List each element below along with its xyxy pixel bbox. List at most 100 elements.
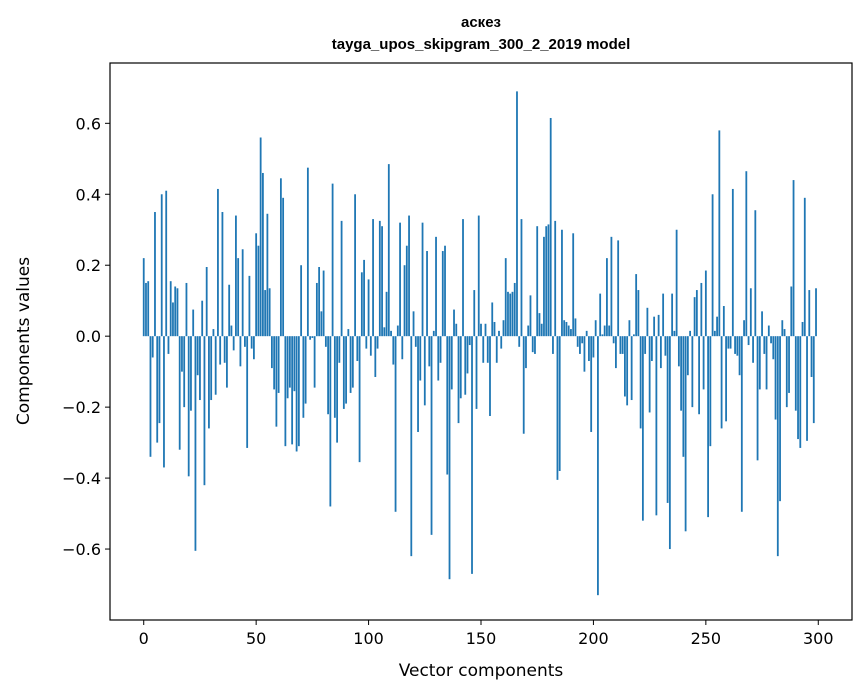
bar-21	[190, 336, 192, 411]
bar-204	[601, 334, 604, 337]
bar-299	[815, 288, 817, 337]
bar-100	[367, 279, 370, 337]
bar-269	[747, 336, 750, 346]
bar-176	[538, 313, 541, 337]
bar-165	[513, 282, 516, 337]
bar-230	[659, 336, 662, 369]
bar-203	[599, 293, 602, 337]
bar-193	[576, 336, 579, 347]
y-tick-label: −0.4	[62, 469, 101, 488]
bar-105	[378, 220, 381, 337]
bar-35	[221, 212, 224, 337]
bar-292	[799, 336, 802, 448]
bar-149	[477, 215, 480, 337]
bar-277	[765, 336, 768, 390]
bar-37	[226, 336, 228, 388]
bar-130	[435, 236, 437, 337]
bar-78	[318, 267, 321, 337]
bar-42	[237, 258, 240, 337]
bar-221	[639, 336, 642, 429]
bar-198	[588, 336, 590, 362]
bar-159	[500, 336, 503, 349]
bar-98	[363, 259, 365, 337]
bar-173	[531, 336, 534, 353]
bar-120	[412, 311, 415, 337]
bar-271	[752, 336, 754, 363]
bar-293	[801, 321, 804, 337]
bar-179	[545, 226, 548, 337]
bar-252	[709, 336, 712, 447]
bar-20	[187, 336, 190, 477]
bar-268	[745, 171, 748, 337]
bar-75	[311, 336, 314, 338]
bar-274	[758, 336, 761, 390]
bar-250	[704, 270, 707, 337]
bar-168	[520, 219, 523, 337]
bar-124	[421, 222, 424, 337]
bar-148	[475, 336, 478, 409]
bar-145	[468, 336, 471, 346]
bar-49	[253, 336, 255, 360]
bar-59	[275, 336, 278, 427]
bar-287	[788, 336, 790, 393]
bar-224	[646, 307, 649, 337]
bar-255	[716, 316, 718, 337]
bar-155	[491, 302, 494, 337]
bar-81	[324, 336, 327, 347]
bar-288	[790, 286, 793, 337]
bar-267	[743, 320, 745, 337]
bar-68	[295, 336, 298, 452]
bar-106	[381, 226, 383, 337]
bar-169	[522, 336, 525, 434]
bar-58	[273, 336, 276, 390]
bar-127	[428, 336, 431, 367]
bar-226	[650, 336, 653, 362]
chart-title: аскез	[461, 14, 501, 31]
x-tick-label: 200	[578, 629, 609, 648]
bar-272	[754, 210, 757, 337]
bar-112	[394, 336, 397, 512]
bar-117	[405, 245, 408, 337]
bar-218	[633, 334, 635, 337]
bar-30	[210, 336, 213, 401]
bar-225	[648, 336, 651, 413]
bar-3	[149, 336, 152, 457]
bar-257	[720, 336, 723, 429]
bar-131	[437, 336, 440, 381]
bar-129	[432, 330, 435, 337]
bar-164	[511, 291, 514, 337]
bar-83	[329, 336, 332, 507]
bar-44	[241, 249, 244, 337]
bar-89	[342, 336, 345, 409]
y-tick-label: 0.2	[76, 256, 101, 275]
bar-283	[779, 336, 781, 502]
bar-73	[306, 167, 309, 337]
bar-10	[165, 190, 168, 337]
bar-281	[774, 336, 777, 420]
bar-11	[167, 336, 170, 354]
bar-144	[466, 336, 469, 374]
bar-266	[740, 336, 743, 512]
bar-251	[707, 336, 709, 518]
x-tick-label: 100	[353, 629, 384, 648]
bar-87	[338, 336, 341, 363]
bar-183	[554, 220, 557, 337]
bar-160	[502, 320, 505, 337]
bar-95	[356, 336, 359, 362]
bar-88	[340, 220, 343, 337]
bar-63	[284, 336, 287, 447]
bar-6	[156, 336, 159, 443]
bar-171	[527, 325, 530, 337]
bar-2	[147, 281, 150, 337]
bar-85	[333, 336, 336, 418]
bar-235	[671, 293, 674, 337]
bar-291	[797, 336, 799, 440]
bar-123	[419, 336, 422, 381]
bar-151	[482, 336, 485, 363]
bar-234	[668, 336, 671, 550]
bar-260	[727, 336, 730, 349]
bar-178	[543, 236, 545, 337]
bar-43	[239, 336, 242, 367]
bar-213	[621, 336, 624, 354]
